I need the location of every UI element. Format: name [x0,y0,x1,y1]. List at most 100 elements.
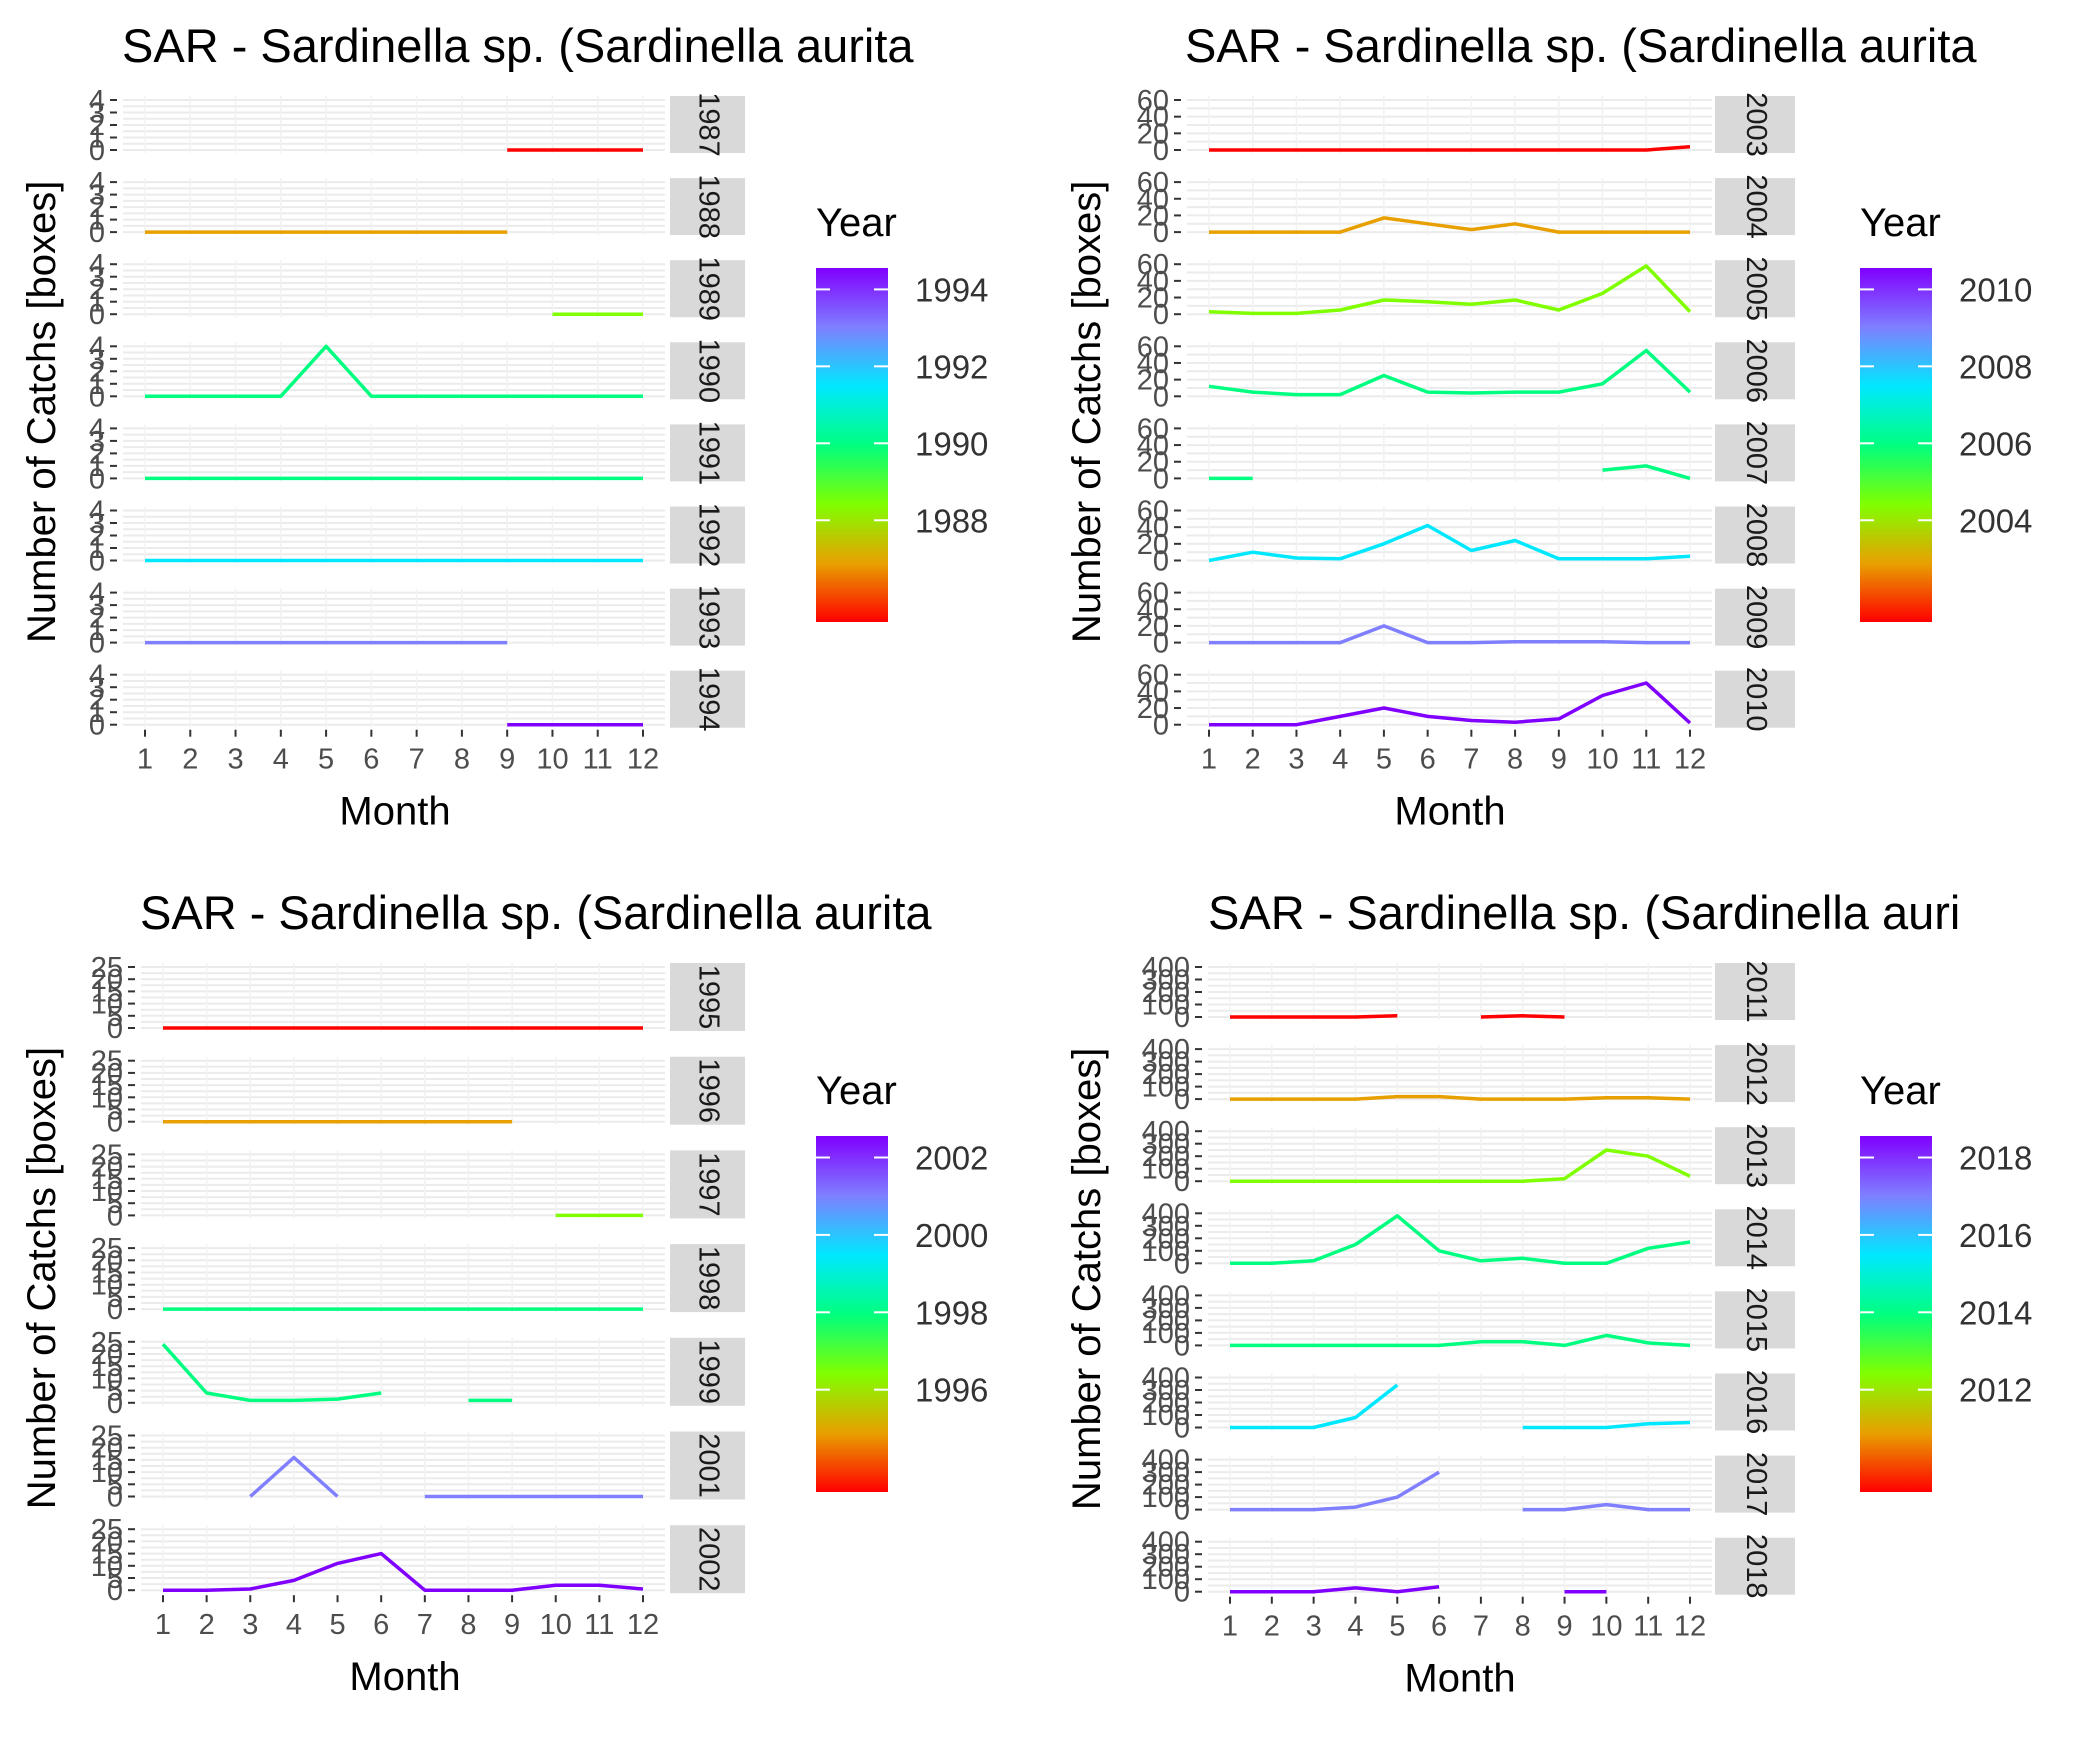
y-tick-label: 15 [91,1445,123,1477]
y-tick-label: 0 [89,546,105,578]
legend-title: Year [816,1069,897,1113]
y-tick-label: 40 [1137,430,1169,462]
y-tick-label: 2 [89,685,105,717]
x-tick-label: 6 [373,1609,389,1641]
y-tick-label: 400 [1142,1280,1190,1312]
y-tick-label: 2 [89,438,105,470]
y-tick-label: 40 [1137,184,1169,216]
series-line-2018 [1230,1584,1440,1594]
y-tick-label: 2 [89,356,105,388]
series-line-2017 [1522,1502,1690,1512]
y-tick-label: 1 [89,369,105,401]
x-tick-label: 12 [1674,1611,1706,1643]
y-tick-label: 40 [1137,594,1169,626]
y-tick-label: 300 [1142,1539,1190,1571]
series-line-2011 [1230,1014,1398,1019]
facet-strip [1715,96,1795,153]
legend-colorbar [816,1136,888,1492]
legend: Year 2012 2014 2016 2018 [1860,1069,2032,1492]
y-tick-label: 5 [107,1376,123,1408]
y-tick-label: 100 [1142,1400,1190,1432]
y-tick-label: 20 [1137,283,1169,315]
y-tick-label: 0 [89,381,105,413]
legend-label: 1998 [915,1294,988,1331]
x-tick-label: 10 [536,744,568,776]
facet-strip [670,670,745,728]
y-tick-label: 4 [89,167,105,199]
y-tick-label: 3 [89,426,105,458]
legend-label: 1992 [915,348,988,385]
facet-strip-label: 2017 [1740,1452,1772,1517]
x-tick-label: 6 [363,744,379,776]
y-tick-label: 3 [89,590,105,622]
legend-title: Year [816,201,897,245]
legend-label: 2016 [1959,1217,2032,1254]
y-tick-label: 20 [91,1245,123,1277]
facet-strip-label: 2014 [1740,1206,1772,1271]
y-tick-label: 20 [91,1526,123,1558]
facet-strip [1715,178,1795,236]
y-tick-label: 300 [1142,1293,1190,1325]
y-tick-label: 0 [107,1575,123,1607]
y-tick-label: 3 [89,344,105,376]
y-tick-label: 200 [1142,1141,1190,1173]
facet-strip [1715,342,1795,400]
facet-strip-label: 2010 [1740,667,1772,732]
x-tick-label: 4 [1347,1611,1363,1643]
y-tick-label: 0 [1174,1084,1190,1116]
y-axis-title: Number of Catchs [boxes] [20,181,64,643]
y-tick-label: 20 [1137,365,1169,397]
y-tick-label: 4 [89,249,105,281]
y-tick-label: 200 [1142,1388,1190,1420]
x-tick-label: 7 [409,744,425,776]
facet-strip [1715,260,1795,318]
x-tick-label: 8 [1515,1611,1531,1643]
y-tick-label: 2 [89,521,105,553]
y-tick-label: 1 [89,533,105,565]
facet-strip [670,260,745,318]
x-tick-label: 4 [1332,744,1348,776]
facet-strip [1715,424,1795,482]
series-line-2006 [1208,348,1692,397]
facet-strip [670,342,745,400]
legend-label: 1988 [915,502,988,539]
y-tick-label: 5 [107,1001,123,1033]
y-tick-label: 20 [91,964,123,996]
series-line-2013 [1230,1148,1691,1183]
facet-strip [1715,1045,1795,1103]
y-tick-label: 3 [89,98,105,130]
y-axis-title: Number of Catchs [boxes] [20,1047,64,1509]
facet-strip [1715,1291,1795,1349]
x-tick-label: 1 [155,1609,171,1641]
x-tick-label: 12 [627,1609,659,1641]
facet-strip [1715,1373,1795,1431]
y-tick-label: 20 [91,1058,123,1090]
x-tick-label: 1 [1201,744,1217,776]
y-tick-label: 5 [107,1282,123,1314]
y-tick-label: 20 [1137,118,1169,150]
series-line-2017 [1230,1470,1440,1512]
y-tick-label: 15 [91,1351,123,1383]
y-tick-label: 15 [91,1258,123,1290]
y-tick-label: 15 [91,1070,123,1102]
x-tick-label: 11 [584,1609,614,1641]
y-tick-label: 2 [89,274,105,306]
y-tick-label: 5 [107,1095,123,1127]
y-tick-label: 40 [1137,348,1169,380]
facet-strip-label: 1992 [693,503,725,568]
y-tick-label: 10 [91,1457,123,1489]
facet-strip [670,1244,745,1313]
x-tick-label: 10 [1590,1611,1622,1643]
facet-strip [670,424,745,482]
y-tick-label: 15 [91,1539,123,1571]
